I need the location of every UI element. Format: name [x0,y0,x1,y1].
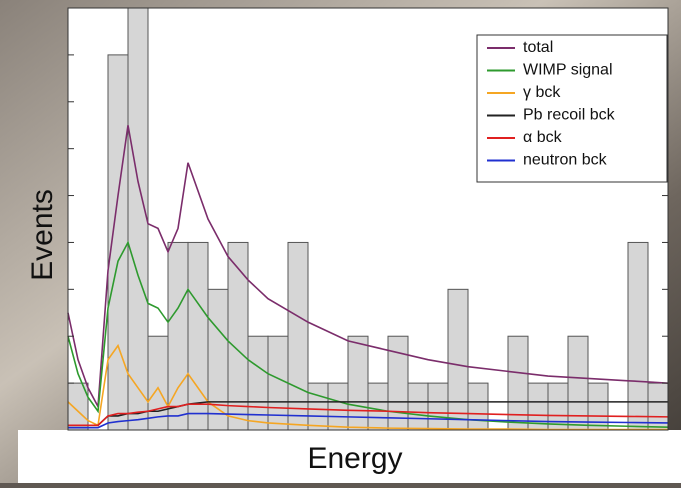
legend-label: neutron bck [523,152,608,169]
hist-bar [507,335,529,431]
legend-label: α bck [523,129,563,146]
legend-label: γ bck [523,84,561,101]
hist-bar [467,382,489,431]
y-axis-label: Events [26,189,59,281]
legend-label: Pb recoil bck [523,107,616,124]
label-panel [18,430,681,483]
series-line [67,125,669,410]
hist-bar [327,382,349,431]
series-line [67,240,669,428]
hist-bar [447,288,469,431]
plot-frame [67,7,669,431]
hist-bar [547,382,569,431]
hist-bar [407,382,429,431]
legend-box [476,34,668,183]
hist-bar [247,335,269,431]
hist-bar [307,382,329,431]
hist-bar [367,382,389,431]
legend-label: WIMP signal [523,62,613,79]
hist-bar [427,382,449,431]
hist-bar [347,335,369,431]
hist-bar [127,7,149,431]
legend-label: total [523,39,553,56]
x-axis-label: Energy [307,442,402,475]
series-line [68,403,669,427]
series-line [68,412,669,429]
